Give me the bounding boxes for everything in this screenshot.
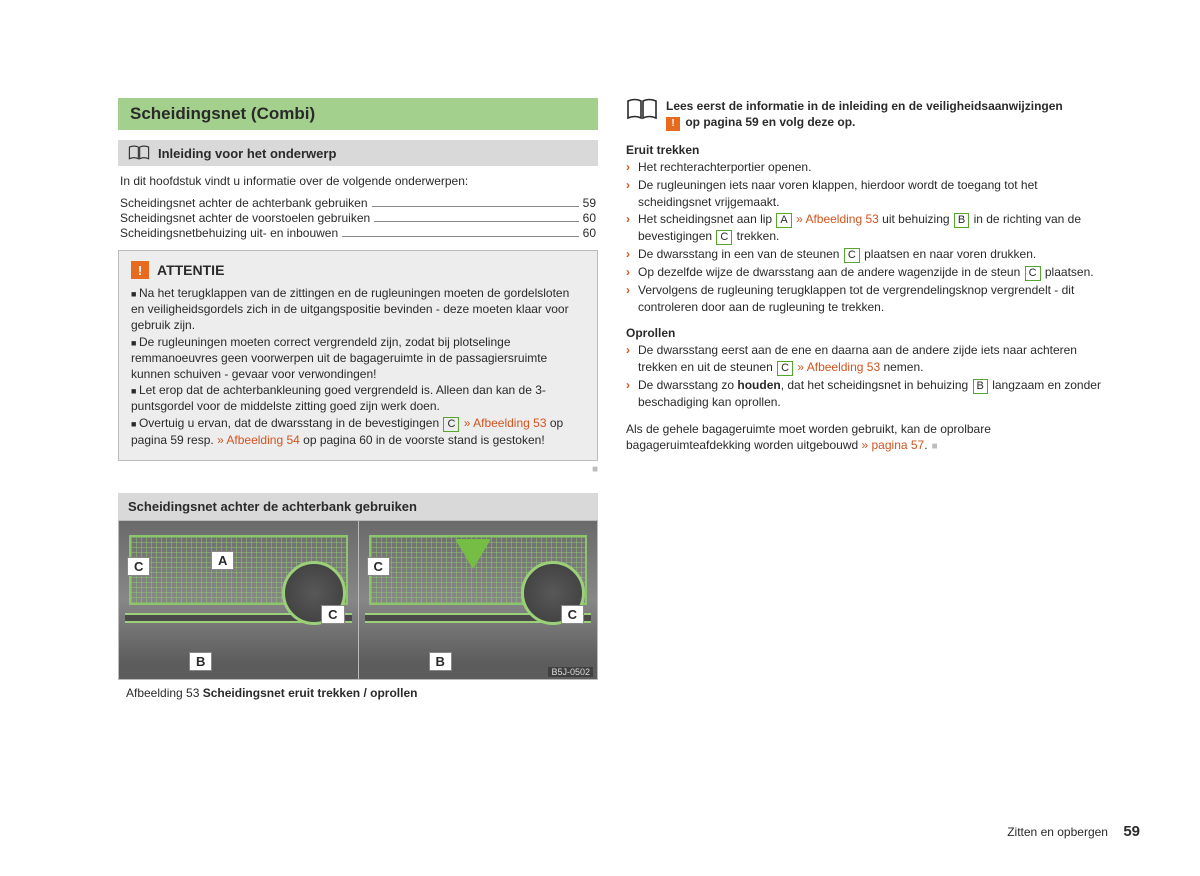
figure-left-panel: C C A B bbox=[119, 521, 359, 679]
end-square-icon: ■ bbox=[932, 441, 938, 452]
step: Het rechterachterportier openen. bbox=[626, 159, 1106, 176]
text: De dwarsstang in een van de steunen bbox=[638, 247, 843, 261]
toc-leader bbox=[342, 236, 578, 237]
figure-53: C C A B C C B B5J-0502 bbox=[118, 520, 598, 680]
toc-row: Scheidingsnet achter de achterbank gebru… bbox=[120, 196, 596, 210]
ref-box-c: C bbox=[1025, 266, 1041, 281]
callout-b: B bbox=[429, 652, 452, 671]
page-layout: Scheidingsnet (Combi) Inleiding voor het… bbox=[0, 0, 1200, 746]
footer-page-number: 59 bbox=[1123, 823, 1140, 840]
steps-eruit: Het rechterachterportier openen. De rugl… bbox=[626, 159, 1106, 316]
ref-link: » Afbeelding 53 bbox=[793, 212, 879, 226]
attention-bullet: Overtuig u ervan, dat de dwarsstang in d… bbox=[131, 415, 585, 448]
callout-c: C bbox=[367, 557, 390, 576]
toc-label: Scheidingsnet achter de achterbank gebru… bbox=[120, 196, 368, 210]
chapter-title: Scheidingsnet (Combi) bbox=[118, 98, 598, 130]
ref-box-a: A bbox=[776, 213, 791, 228]
callout-c: C bbox=[561, 605, 584, 624]
callout-c: C bbox=[127, 557, 150, 576]
text: op pagina 59 en volg deze op. bbox=[682, 115, 855, 129]
book-icon bbox=[128, 145, 150, 161]
section-end: ■ bbox=[118, 461, 598, 475]
end-square-icon: ■ bbox=[592, 464, 598, 475]
text: uit behuizing bbox=[879, 212, 953, 226]
warning-icon: ! bbox=[131, 261, 149, 279]
toc-page: 60 bbox=[583, 211, 596, 225]
ref-box-c: C bbox=[844, 248, 860, 263]
attention-bullet: Na het terugklappen van de zittingen en … bbox=[131, 285, 585, 334]
subheading-eruit: Eruit trekken bbox=[626, 143, 1106, 157]
ref-link: » Afbeelding 53 bbox=[794, 360, 880, 374]
text: De dwarsstang zo bbox=[638, 378, 737, 392]
ref-box-c: C bbox=[716, 230, 732, 245]
toc-label: Scheidingsnetbehuizing uit- en inbouwen bbox=[120, 226, 338, 240]
right-column: Lees eerst de informatie in de inleiding… bbox=[626, 98, 1106, 706]
text: nemen. bbox=[880, 360, 923, 374]
text: plaatsen en naar voren drukken. bbox=[861, 247, 1036, 261]
text: plaatsen. bbox=[1042, 265, 1094, 279]
section-heading-inleiding: Inleiding voor het onderwerp bbox=[118, 140, 598, 166]
ref-box-c: C bbox=[777, 361, 793, 376]
callout-a: A bbox=[211, 551, 234, 570]
text: Op dezelfde wijze de dwarsstang aan de a… bbox=[638, 265, 1024, 279]
step: Op dezelfde wijze de dwarsstang aan de a… bbox=[626, 264, 1106, 281]
text: trekken. bbox=[733, 229, 779, 243]
detail-circle: C bbox=[521, 561, 585, 625]
detail-circle: C bbox=[282, 561, 346, 625]
step: De dwarsstang zo houden, dat het scheidi… bbox=[626, 377, 1106, 411]
page-footer: Zitten en opbergen 59 bbox=[1007, 823, 1140, 840]
subheading-oprollen: Oprollen bbox=[626, 326, 1106, 340]
footer-section: Zitten en opbergen bbox=[1007, 825, 1108, 839]
toc-page: 59 bbox=[583, 196, 596, 210]
ref-link: » pagina 57 bbox=[862, 438, 925, 452]
attention-heading: ! ATTENTIE bbox=[131, 261, 585, 279]
arrow-down-icon bbox=[455, 539, 491, 569]
step: De dwarsstang in een van de steunen C pl… bbox=[626, 246, 1106, 263]
text: . bbox=[924, 438, 927, 452]
read-first-block: Lees eerst de informatie in de inleiding… bbox=[626, 98, 1106, 131]
read-first-text: Lees eerst de informatie in de inleiding… bbox=[666, 98, 1063, 131]
callout-b: B bbox=[189, 652, 212, 671]
toc-label: Scheidingsnet achter de voorstoelen gebr… bbox=[120, 211, 370, 225]
callout-c: C bbox=[321, 605, 344, 624]
step: Het scheidingsnet aan lip A » Afbeelding… bbox=[626, 211, 1106, 245]
figure-caption-bold: Scheidingsnet eruit trekken / oprollen bbox=[203, 686, 418, 700]
text: op pagina 60 in de voorste stand is gest… bbox=[300, 433, 545, 447]
attention-bullet: Let erop dat de achterbankleuning goed v… bbox=[131, 382, 585, 414]
left-column: Scheidingsnet (Combi) Inleiding voor het… bbox=[118, 98, 598, 706]
intro-text: In dit hoofdstuk vindt u informatie over… bbox=[120, 174, 596, 188]
closing-paragraph: Als de gehele bagageruimte moet worden g… bbox=[626, 421, 1106, 455]
text: Lees eerst de informatie in de inleiding… bbox=[666, 99, 1063, 113]
figure-caption-prefix: Afbeelding 53 bbox=[126, 686, 203, 700]
book-icon bbox=[626, 98, 658, 122]
toc-row: Scheidingsnet achter de voorstoelen gebr… bbox=[120, 211, 596, 225]
toc-leader bbox=[374, 221, 578, 222]
text: Overtuig u ervan, dat de dwarsstang in d… bbox=[139, 416, 443, 430]
text-bold: houden bbox=[737, 378, 780, 392]
figure-right-panel: C C B B5J-0502 bbox=[359, 521, 598, 679]
toc-page: 60 bbox=[583, 226, 596, 240]
toc-row: Scheidingsnetbehuizing uit- en inbouwen … bbox=[120, 226, 596, 240]
text: , dat het scheidingsnet in behuizing bbox=[781, 378, 972, 392]
ref-box-b: B bbox=[973, 379, 988, 394]
attention-bullet: De rugleuningen moeten correct vergrende… bbox=[131, 334, 585, 383]
section-heading-use: Scheidingsnet achter de achterbank gebru… bbox=[118, 493, 598, 520]
steps-oprollen: De dwarsstang eerst aan de ene en daarna… bbox=[626, 342, 1106, 411]
ref-box-c: C bbox=[443, 417, 459, 432]
text: Het scheidingsnet aan lip bbox=[638, 212, 775, 226]
toc-leader bbox=[372, 206, 579, 207]
attention-box: ! ATTENTIE Na het terugklappen van de zi… bbox=[118, 250, 598, 461]
ref-link: » Afbeelding 54 bbox=[217, 433, 300, 447]
step: Vervolgens de rugleuning terugklappen to… bbox=[626, 282, 1106, 316]
section-heading-text: Inleiding voor het onderwerp bbox=[158, 146, 336, 161]
attention-heading-text: ATTENTIE bbox=[157, 262, 224, 278]
step: De dwarsstang eerst aan de ene en daarna… bbox=[626, 342, 1106, 376]
figure-code: B5J-0502 bbox=[548, 667, 593, 677]
ref-box-b: B bbox=[954, 213, 969, 228]
step: De rugleuningen iets naar voren klappen,… bbox=[626, 177, 1106, 211]
ref-link: » Afbeelding 53 bbox=[460, 416, 546, 430]
warning-icon: ! bbox=[666, 117, 680, 131]
figure-caption: Afbeelding 53 Scheidingsnet eruit trekke… bbox=[118, 680, 598, 706]
